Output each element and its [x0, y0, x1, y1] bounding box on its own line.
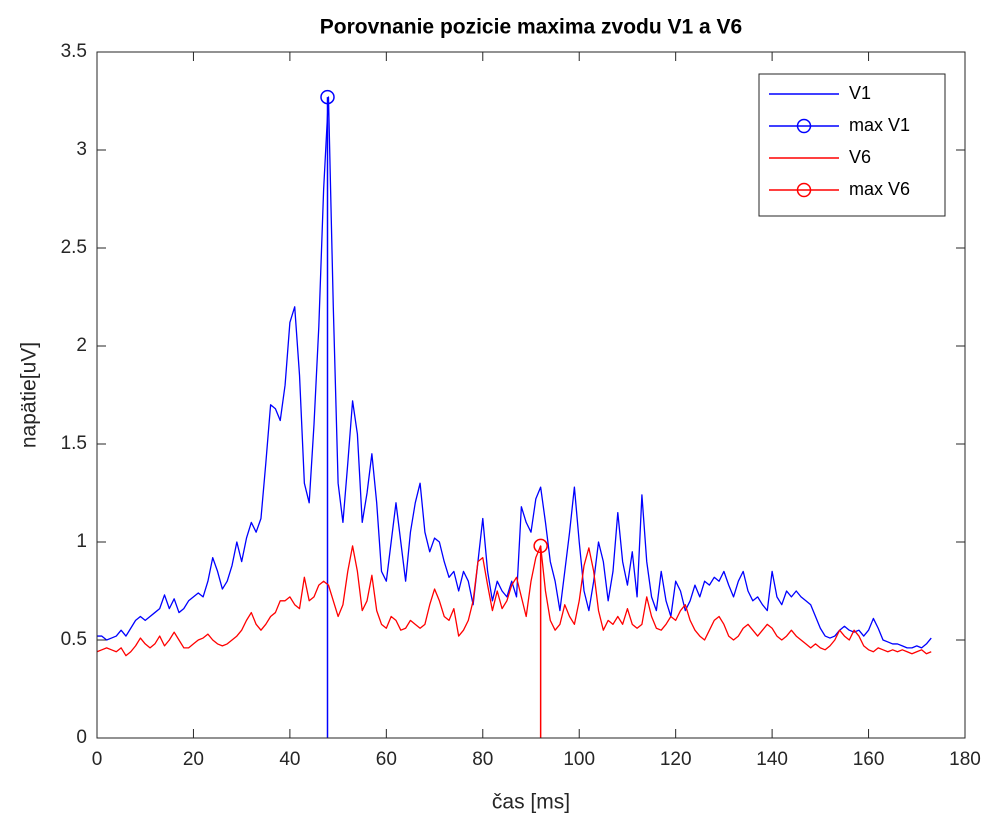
x-tick-label: 160	[853, 749, 885, 770]
y-tick-label: 2.5	[61, 237, 87, 258]
x-tick-label: 0	[92, 749, 103, 770]
legend-label: max V6	[849, 179, 910, 199]
x-tick-label: 100	[563, 749, 595, 770]
legend-marker	[796, 118, 812, 134]
y-tick-label: 3.5	[61, 41, 87, 62]
y-tick-label: 3	[76, 139, 87, 160]
y-tick-label: 0.5	[61, 629, 87, 650]
y-tick-label: 1	[76, 531, 87, 552]
legend-marker	[796, 182, 812, 198]
plot-area	[97, 89, 932, 738]
y-tick-label: 1.5	[61, 433, 87, 454]
legend-label: V6	[849, 147, 871, 167]
x-tick-label: 20	[183, 749, 204, 770]
x-tick-label: 60	[376, 749, 397, 770]
legend-box	[758, 73, 946, 217]
y-tick-label: 0	[76, 727, 87, 748]
legend-label: max V1	[849, 115, 910, 135]
x-axis-label: čas [ms]	[492, 791, 570, 814]
x-tick-label: 80	[472, 749, 493, 770]
x-tick-label: 120	[660, 749, 692, 770]
series-line	[97, 545, 932, 657]
legend-label: V1	[849, 83, 871, 103]
chart-title: Porovnanie pozicie maxima zvodu V1 a V6	[320, 16, 742, 39]
axes-box	[96, 51, 966, 739]
x-tick-label: 180	[949, 749, 981, 770]
x-tick-label: 40	[279, 749, 300, 770]
y-axis-label: napätie[uV]	[18, 342, 41, 448]
legend: V1 max V1 V6 max V6	[758, 73, 946, 217]
x-tick-label: 140	[756, 749, 788, 770]
marker	[320, 89, 335, 105]
y-tick-label: 2	[76, 335, 87, 356]
series-line	[97, 96, 932, 649]
marker	[533, 538, 548, 554]
